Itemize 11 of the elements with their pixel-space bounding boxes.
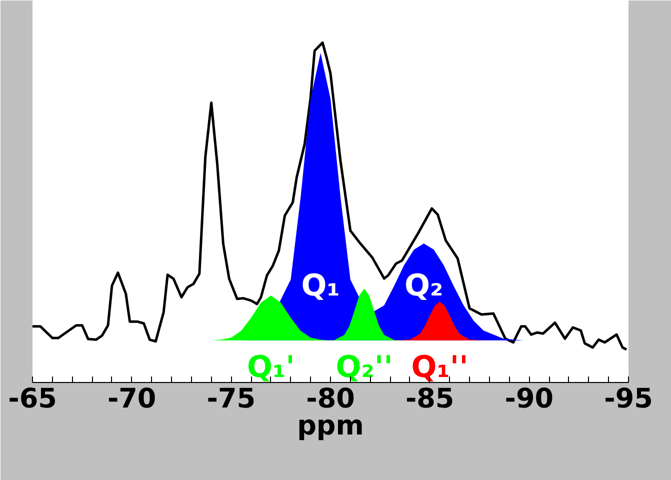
x-tick-label: -90: [504, 384, 554, 414]
x-tick-label: -95: [604, 384, 653, 414]
series-label: Q₁'': [411, 350, 468, 386]
x-tick-label: -70: [107, 384, 156, 414]
series-label: Q₁: [301, 268, 340, 304]
series-label: Q₁': [246, 350, 295, 386]
x-tick-label: -85: [405, 384, 454, 414]
series-label: Q₂: [404, 268, 444, 304]
x-tick-label: -75: [206, 384, 256, 414]
series-label: Q₂'': [336, 350, 393, 386]
x-tick-label: -65: [8, 384, 57, 414]
